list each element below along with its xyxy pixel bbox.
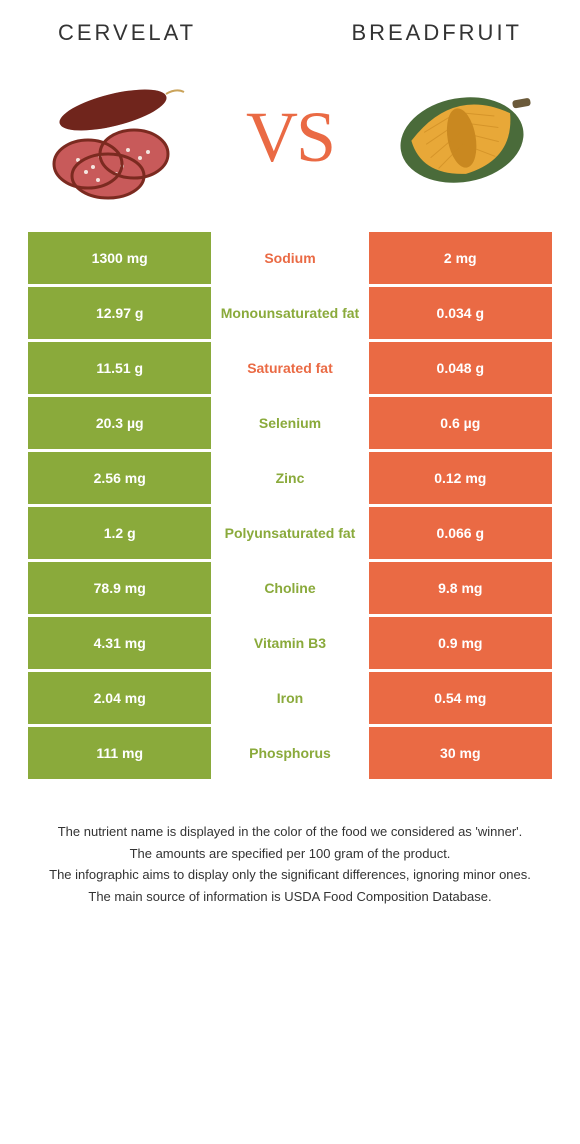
left-value-cell: 1.2 g <box>28 507 211 559</box>
vs-label: VS <box>246 96 334 179</box>
vs-row: VS <box>28 62 552 232</box>
nutrient-label-cell: Saturated fat <box>211 342 368 394</box>
table-row: 11.51 gSaturated fat0.048 g <box>28 342 552 394</box>
header: Cervelat Breadfruit <box>28 20 552 62</box>
table-row: 2.56 mgZinc0.12 mg <box>28 452 552 504</box>
right-food-image <box>382 72 542 202</box>
left-value-cell: 11.51 g <box>28 342 211 394</box>
footer-line: The main source of information is USDA F… <box>38 887 542 907</box>
table-row: 20.3 µgSelenium0.6 µg <box>28 397 552 449</box>
left-value-cell: 2.56 mg <box>28 452 211 504</box>
right-value-cell: 0.6 µg <box>369 397 552 449</box>
table-row: 111 mgPhosphorus30 mg <box>28 727 552 779</box>
nutrient-label-cell: Zinc <box>211 452 368 504</box>
footer-line: The infographic aims to display only the… <box>38 865 542 885</box>
nutrient-label-cell: Monounsaturated fat <box>211 287 368 339</box>
right-value-cell: 0.048 g <box>369 342 552 394</box>
right-value-cell: 0.034 g <box>369 287 552 339</box>
footer-line: The nutrient name is displayed in the co… <box>38 822 542 842</box>
right-value-cell: 0.9 mg <box>369 617 552 669</box>
nutrient-label-cell: Phosphorus <box>211 727 368 779</box>
table-row: 1300 mgSodium2 mg <box>28 232 552 284</box>
table-row: 2.04 mgIron0.54 mg <box>28 672 552 724</box>
nutrient-table: 1300 mgSodium2 mg12.97 gMonounsaturated … <box>28 232 552 779</box>
nutrient-label-cell: Selenium <box>211 397 368 449</box>
right-value-cell: 0.54 mg <box>369 672 552 724</box>
right-value-cell: 0.12 mg <box>369 452 552 504</box>
right-value-cell: 0.066 g <box>369 507 552 559</box>
left-value-cell: 111 mg <box>28 727 211 779</box>
nutrient-label-cell: Sodium <box>211 232 368 284</box>
table-row: 78.9 mgCholine9.8 mg <box>28 562 552 614</box>
left-value-cell: 78.9 mg <box>28 562 211 614</box>
table-row: 4.31 mgVitamin B30.9 mg <box>28 617 552 669</box>
nutrient-label-cell: Choline <box>211 562 368 614</box>
left-food-name: Cervelat <box>58 20 196 46</box>
nutrient-label-cell: Polyunsaturated fat <box>211 507 368 559</box>
left-value-cell: 20.3 µg <box>28 397 211 449</box>
table-row: 12.97 gMonounsaturated fat0.034 g <box>28 287 552 339</box>
nutrient-label-cell: Iron <box>211 672 368 724</box>
left-food-image <box>38 72 198 202</box>
right-value-cell: 30 mg <box>369 727 552 779</box>
left-value-cell: 12.97 g <box>28 287 211 339</box>
infographic-container: Cervelat Breadfruit <box>0 0 580 928</box>
left-value-cell: 2.04 mg <box>28 672 211 724</box>
right-value-cell: 9.8 mg <box>369 562 552 614</box>
right-food-name: Breadfruit <box>351 20 522 46</box>
left-value-cell: 4.31 mg <box>28 617 211 669</box>
nutrient-label-cell: Vitamin B3 <box>211 617 368 669</box>
table-row: 1.2 gPolyunsaturated fat0.066 g <box>28 507 552 559</box>
footer-line: The amounts are specified per 100 gram o… <box>38 844 542 864</box>
footer-notes: The nutrient name is displayed in the co… <box>28 782 552 906</box>
right-value-cell: 2 mg <box>369 232 552 284</box>
left-value-cell: 1300 mg <box>28 232 211 284</box>
